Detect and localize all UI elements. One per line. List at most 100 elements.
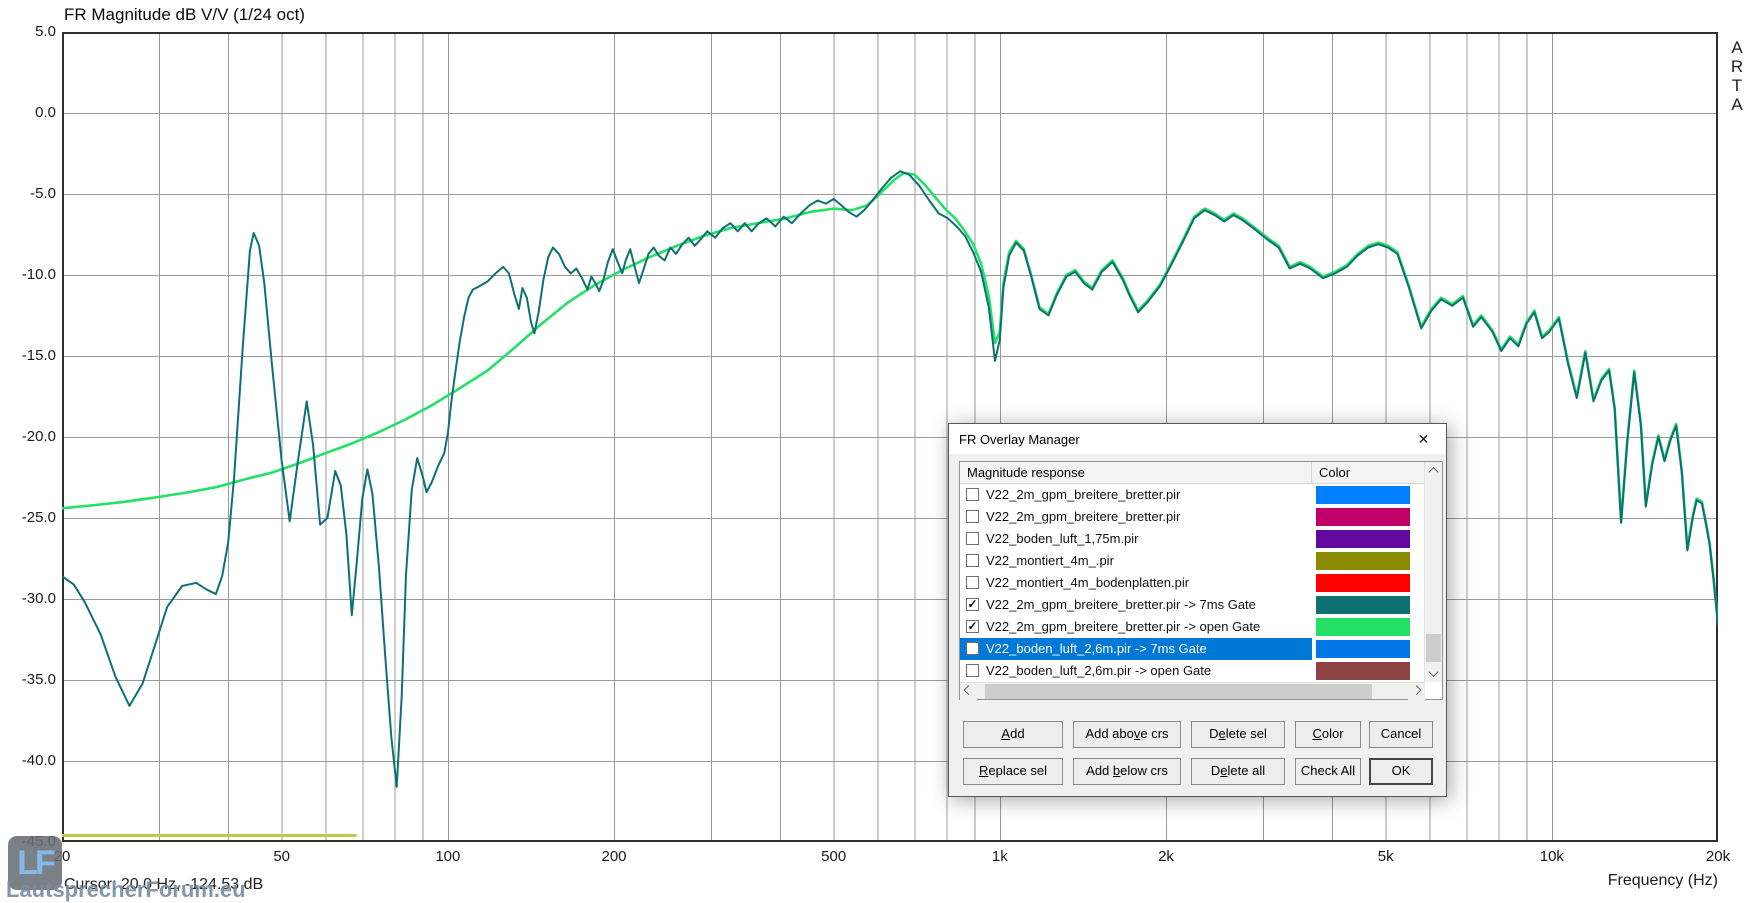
scroll-down-button[interactable] [1425, 665, 1442, 682]
overlay-checkbox[interactable] [966, 510, 979, 523]
overlay-checkbox[interactable] [966, 488, 979, 501]
chevron-down-icon [1428, 667, 1439, 678]
fr-plot-svg [60, 32, 1720, 842]
overlay-label: V22_2m_gpm_breitere_bretter.pir -> open … [986, 619, 1261, 634]
overlay-list-row[interactable]: V22_boden_luft_2,6m.pir -> 7ms Gate [960, 638, 1425, 660]
column-header-color[interactable]: Color [1312, 462, 1425, 484]
x-tick-label: 200 [601, 848, 627, 865]
check-all-button[interactable]: Check All [1295, 758, 1361, 785]
overlay-color-swatch[interactable] [1316, 508, 1410, 526]
overlay-color-swatch[interactable] [1316, 574, 1410, 592]
scroll-left-button[interactable] [960, 683, 977, 700]
add-button[interactable]: Add [963, 721, 1063, 748]
overlay-label: V22_2m_gpm_breitere_bretter.pir -> 7ms G… [986, 597, 1256, 612]
x-tick-label: 2k [1158, 848, 1174, 865]
column-header-magnitude-response[interactable]: Magnitude response [960, 462, 1312, 484]
vertical-scrollbar[interactable] [1424, 462, 1442, 682]
overlay-color-swatch[interactable] [1316, 530, 1410, 548]
curve-1 [60, 171, 1720, 625]
overlay-checkbox[interactable] [966, 554, 979, 567]
x-tick-label: 100 [435, 848, 461, 865]
y-tick-label: -10.0 [21, 266, 56, 283]
ok-button[interactable]: OK [1369, 758, 1433, 785]
chevron-right-icon [1411, 685, 1422, 696]
fr-overlay-manager-dialog: FR Overlay Manager ✕ Magnitude response … [948, 423, 1447, 797]
overlay-color-swatch[interactable] [1316, 662, 1410, 680]
overlay-label: V22_montiert_4m_bodenplatten.pir [986, 575, 1190, 590]
overlay-label: V22_boden_luft_2,6m.pir -> 7ms Gate [986, 641, 1207, 656]
overlay-list-row[interactable]: V22_2m_gpm_breitere_bretter.pir [960, 506, 1425, 528]
overlay-color-swatch[interactable] [1316, 640, 1410, 658]
fr-plot-area[interactable] [60, 32, 1720, 842]
x-axis-title: Frequency (Hz) [1607, 872, 1718, 889]
cancel-button[interactable]: Cancel [1369, 721, 1433, 748]
y-tick-label: -25.0 [21, 509, 56, 526]
curve-0 [61, 170, 1719, 788]
overlay-label: V22_2m_gpm_breitere_bretter.pir [986, 509, 1181, 524]
horizontal-scrollbar[interactable] [960, 682, 1425, 700]
overlay-checkbox[interactable] [966, 532, 979, 545]
overlay-color-swatch[interactable] [1316, 486, 1410, 504]
scroll-up-button[interactable] [1425, 462, 1442, 479]
y-tick-label: 0.0 [35, 104, 56, 121]
vertical-scroll-thumb[interactable] [1426, 634, 1441, 662]
overlay-list-row[interactable]: V22_boden_luft_1,75m.pir [960, 528, 1425, 550]
dialog-button-row-1: Add Add above crs Delete sel Color Cancel [949, 721, 1446, 748]
overlay-checkbox[interactable]: ✓ [966, 619, 979, 633]
forum-watermark-logo: LF [8, 836, 62, 890]
y-tick-label: 5.0 [35, 23, 56, 40]
dialog-button-row-2: Replace sel Add below crs Delete all Check … [949, 758, 1446, 785]
x-tick-label: 500 [821, 848, 847, 865]
overlay-list[interactable]: Magnitude response Color V22_2m_gpm_brei… [959, 461, 1443, 700]
dialog-titlebar[interactable]: FR Overlay Manager ✕ [949, 424, 1446, 454]
horizontal-scroll-thumb[interactable] [985, 684, 1372, 699]
overlay-label: V22_2m_gpm_breitere_bretter.pir [986, 487, 1181, 502]
plot-border [62, 32, 1718, 842]
overlay-list-row[interactable]: V22_boden_luft_2,6m.pir -> open Gate [960, 660, 1425, 682]
y-tick-label: -20.0 [21, 428, 56, 445]
overlay-color-swatch[interactable] [1316, 552, 1410, 570]
add-above-crs-button[interactable]: Add above crs [1073, 721, 1181, 748]
forum-logo-letters: LF [17, 843, 56, 882]
y-tick-label: -30.0 [21, 590, 56, 607]
y-tick-label: -5.0 [30, 185, 56, 202]
close-icon[interactable]: ✕ [1417, 431, 1430, 447]
overlay-label: V22_montiert_4m_.pir [986, 553, 1114, 568]
overlay-label: V22_boden_luft_2,6m.pir -> open Gate [986, 663, 1212, 678]
arta-letter: A [1731, 95, 1743, 114]
arta-letter: R [1730, 57, 1744, 76]
overlay-list-row[interactable]: V22_montiert_4m_bodenplatten.pir [960, 572, 1425, 594]
delete-all-button[interactable]: Delete all [1191, 758, 1285, 785]
y-tick-label: -15.0 [21, 347, 56, 364]
overlay-checkbox[interactable] [966, 576, 979, 589]
list-header: Magnitude response Color [960, 462, 1425, 484]
overlay-list-row[interactable]: ✓ V22_2m_gpm_breitere_bretter.pir -> 7ms … [960, 594, 1425, 616]
delete-sel-button[interactable]: Delete sel [1191, 721, 1285, 748]
y-tick-label: -35.0 [21, 671, 56, 688]
overlay-checkbox[interactable] [966, 664, 979, 677]
overlay-color-swatch[interactable] [1316, 618, 1410, 636]
row-highlight [960, 638, 1312, 660]
scroll-right-button[interactable] [1408, 683, 1425, 700]
overlay-checkbox[interactable] [966, 642, 979, 655]
overlay-list-row[interactable]: ✓ V22_2m_gpm_breitere_bretter.pir -> open… [960, 616, 1425, 638]
y-tick-label: -40.0 [21, 752, 56, 769]
dialog-title: FR Overlay Manager [959, 431, 1080, 447]
arta-letter: T [1731, 76, 1743, 95]
replace-sel-button[interactable]: Replace sel [963, 758, 1063, 785]
forum-watermark-text: LautsprecherForum.eu [6, 877, 246, 902]
cursor-status-text: Cursor: 20.0 Hz, -124.53 dB [64, 876, 264, 893]
x-tick-label: 1k [991, 848, 1008, 865]
x-tick-label: 50 [273, 848, 290, 865]
overlay-color-swatch[interactable] [1316, 596, 1410, 614]
add-below-crs-button[interactable]: Add below crs [1073, 758, 1181, 785]
overlay-checkbox[interactable]: ✓ [966, 597, 979, 611]
overlay-list-row[interactable]: V22_2m_gpm_breitere_bretter.pir [960, 484, 1425, 506]
color-button[interactable]: Color [1295, 721, 1361, 748]
list-rows: V22_2m_gpm_breitere_bretter.pir V22_2m_gp… [960, 484, 1425, 682]
plot-title: FR Magnitude dB V/V (1/24 oct) [64, 5, 305, 24]
overlay-label: V22_boden_luft_1,75m.pir [986, 531, 1139, 546]
overlay-list-row[interactable]: V22_montiert_4m_.pir [960, 550, 1425, 572]
arta-letter: A [1731, 38, 1743, 57]
